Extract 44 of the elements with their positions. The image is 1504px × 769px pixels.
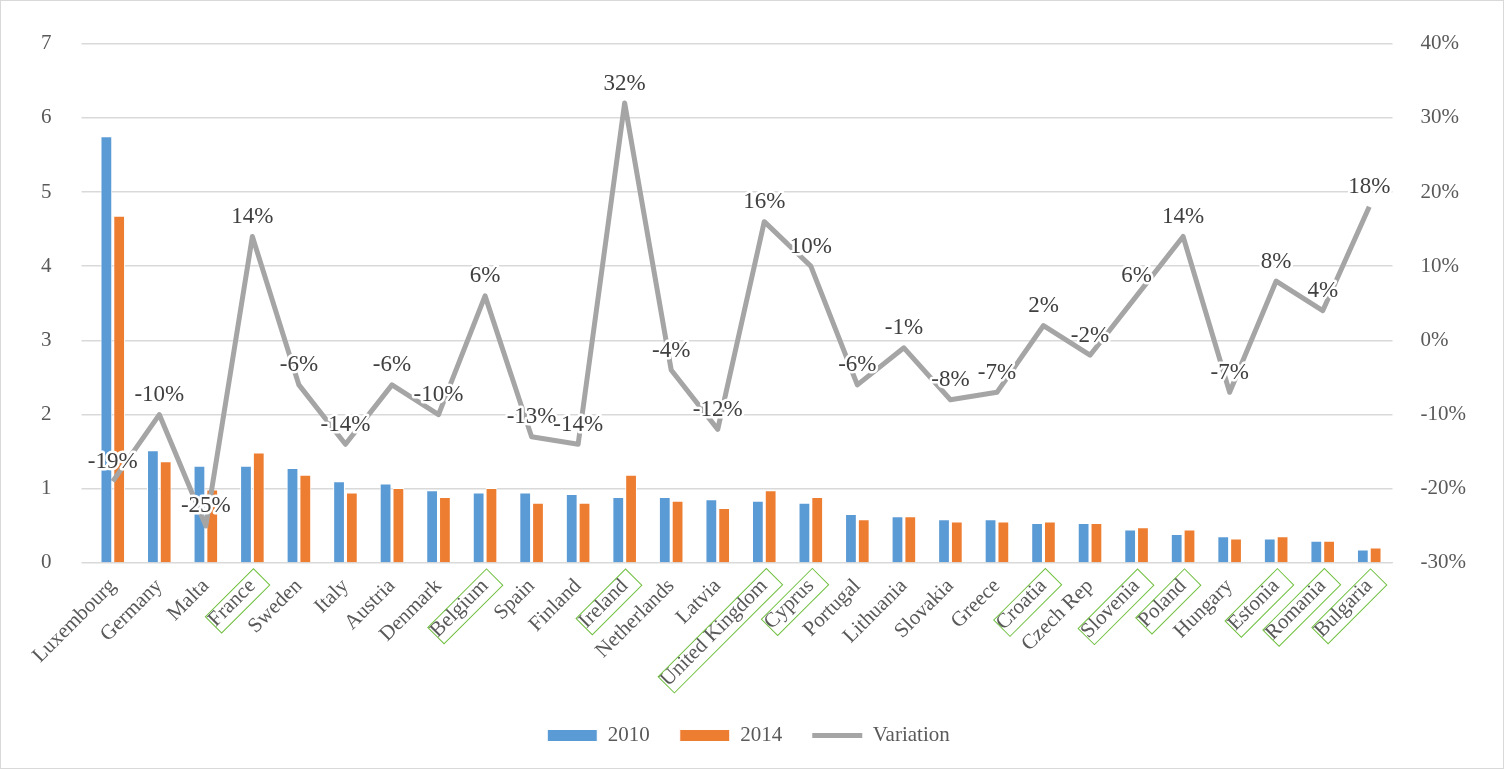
data-label: 6% [1121,262,1152,288]
data-label: 6% [469,262,501,288]
y2-tick-label: 40% [1420,30,1460,55]
data-label: 4% [1307,277,1339,303]
legend-label: 2014 [740,722,783,747]
data-label: 16% [743,188,786,214]
y-tick-label: 3 [41,326,52,351]
y-tick-label: 4 [41,252,52,277]
data-label: -4% [652,336,691,362]
data-label: -10% [134,381,185,407]
y2-tick-label: 0% [1420,326,1449,351]
y2-tick-label: 30% [1420,104,1460,129]
y-tick-label: 1 [41,475,52,500]
data-label: -6% [372,351,412,377]
y2-tick-label: 20% [1420,178,1460,203]
data-label: -1% [884,314,924,340]
y-tick-label: 5 [41,178,52,203]
data-label: -7% [1210,358,1249,384]
data-label: -12% [692,395,743,421]
data-label: 10% [789,232,832,258]
y-tick-label: 7 [41,30,52,55]
y-tick-label: 6 [41,104,52,129]
y2-tick-label: 10% [1420,252,1460,277]
data-label: 32% [603,69,646,95]
data-label: -10% [413,381,464,407]
data-label: 14% [1162,203,1205,229]
data-label: -14% [553,410,604,436]
data-label: -6% [838,351,877,377]
y2-tick-label: -10% [1420,401,1467,426]
y2-tick-label: -30% [1420,549,1467,574]
data-label: -8% [931,366,970,392]
y-tick-label: 2 [41,401,52,426]
data-label: 18% [1348,173,1391,199]
data-label: -14% [320,410,371,436]
legend-label: Variation [872,722,951,747]
data-label: 14% [231,203,274,229]
y2-tick-label: -20% [1420,475,1467,500]
data-label: 2% [1028,292,1059,318]
data-label: -2% [1070,321,1110,347]
y-tick-label: 0 [41,549,52,574]
data-label: -6% [279,351,319,377]
legend-label: 2010 [607,722,650,747]
data-label: 8% [1260,247,1292,273]
data-label: -7% [977,358,1017,384]
